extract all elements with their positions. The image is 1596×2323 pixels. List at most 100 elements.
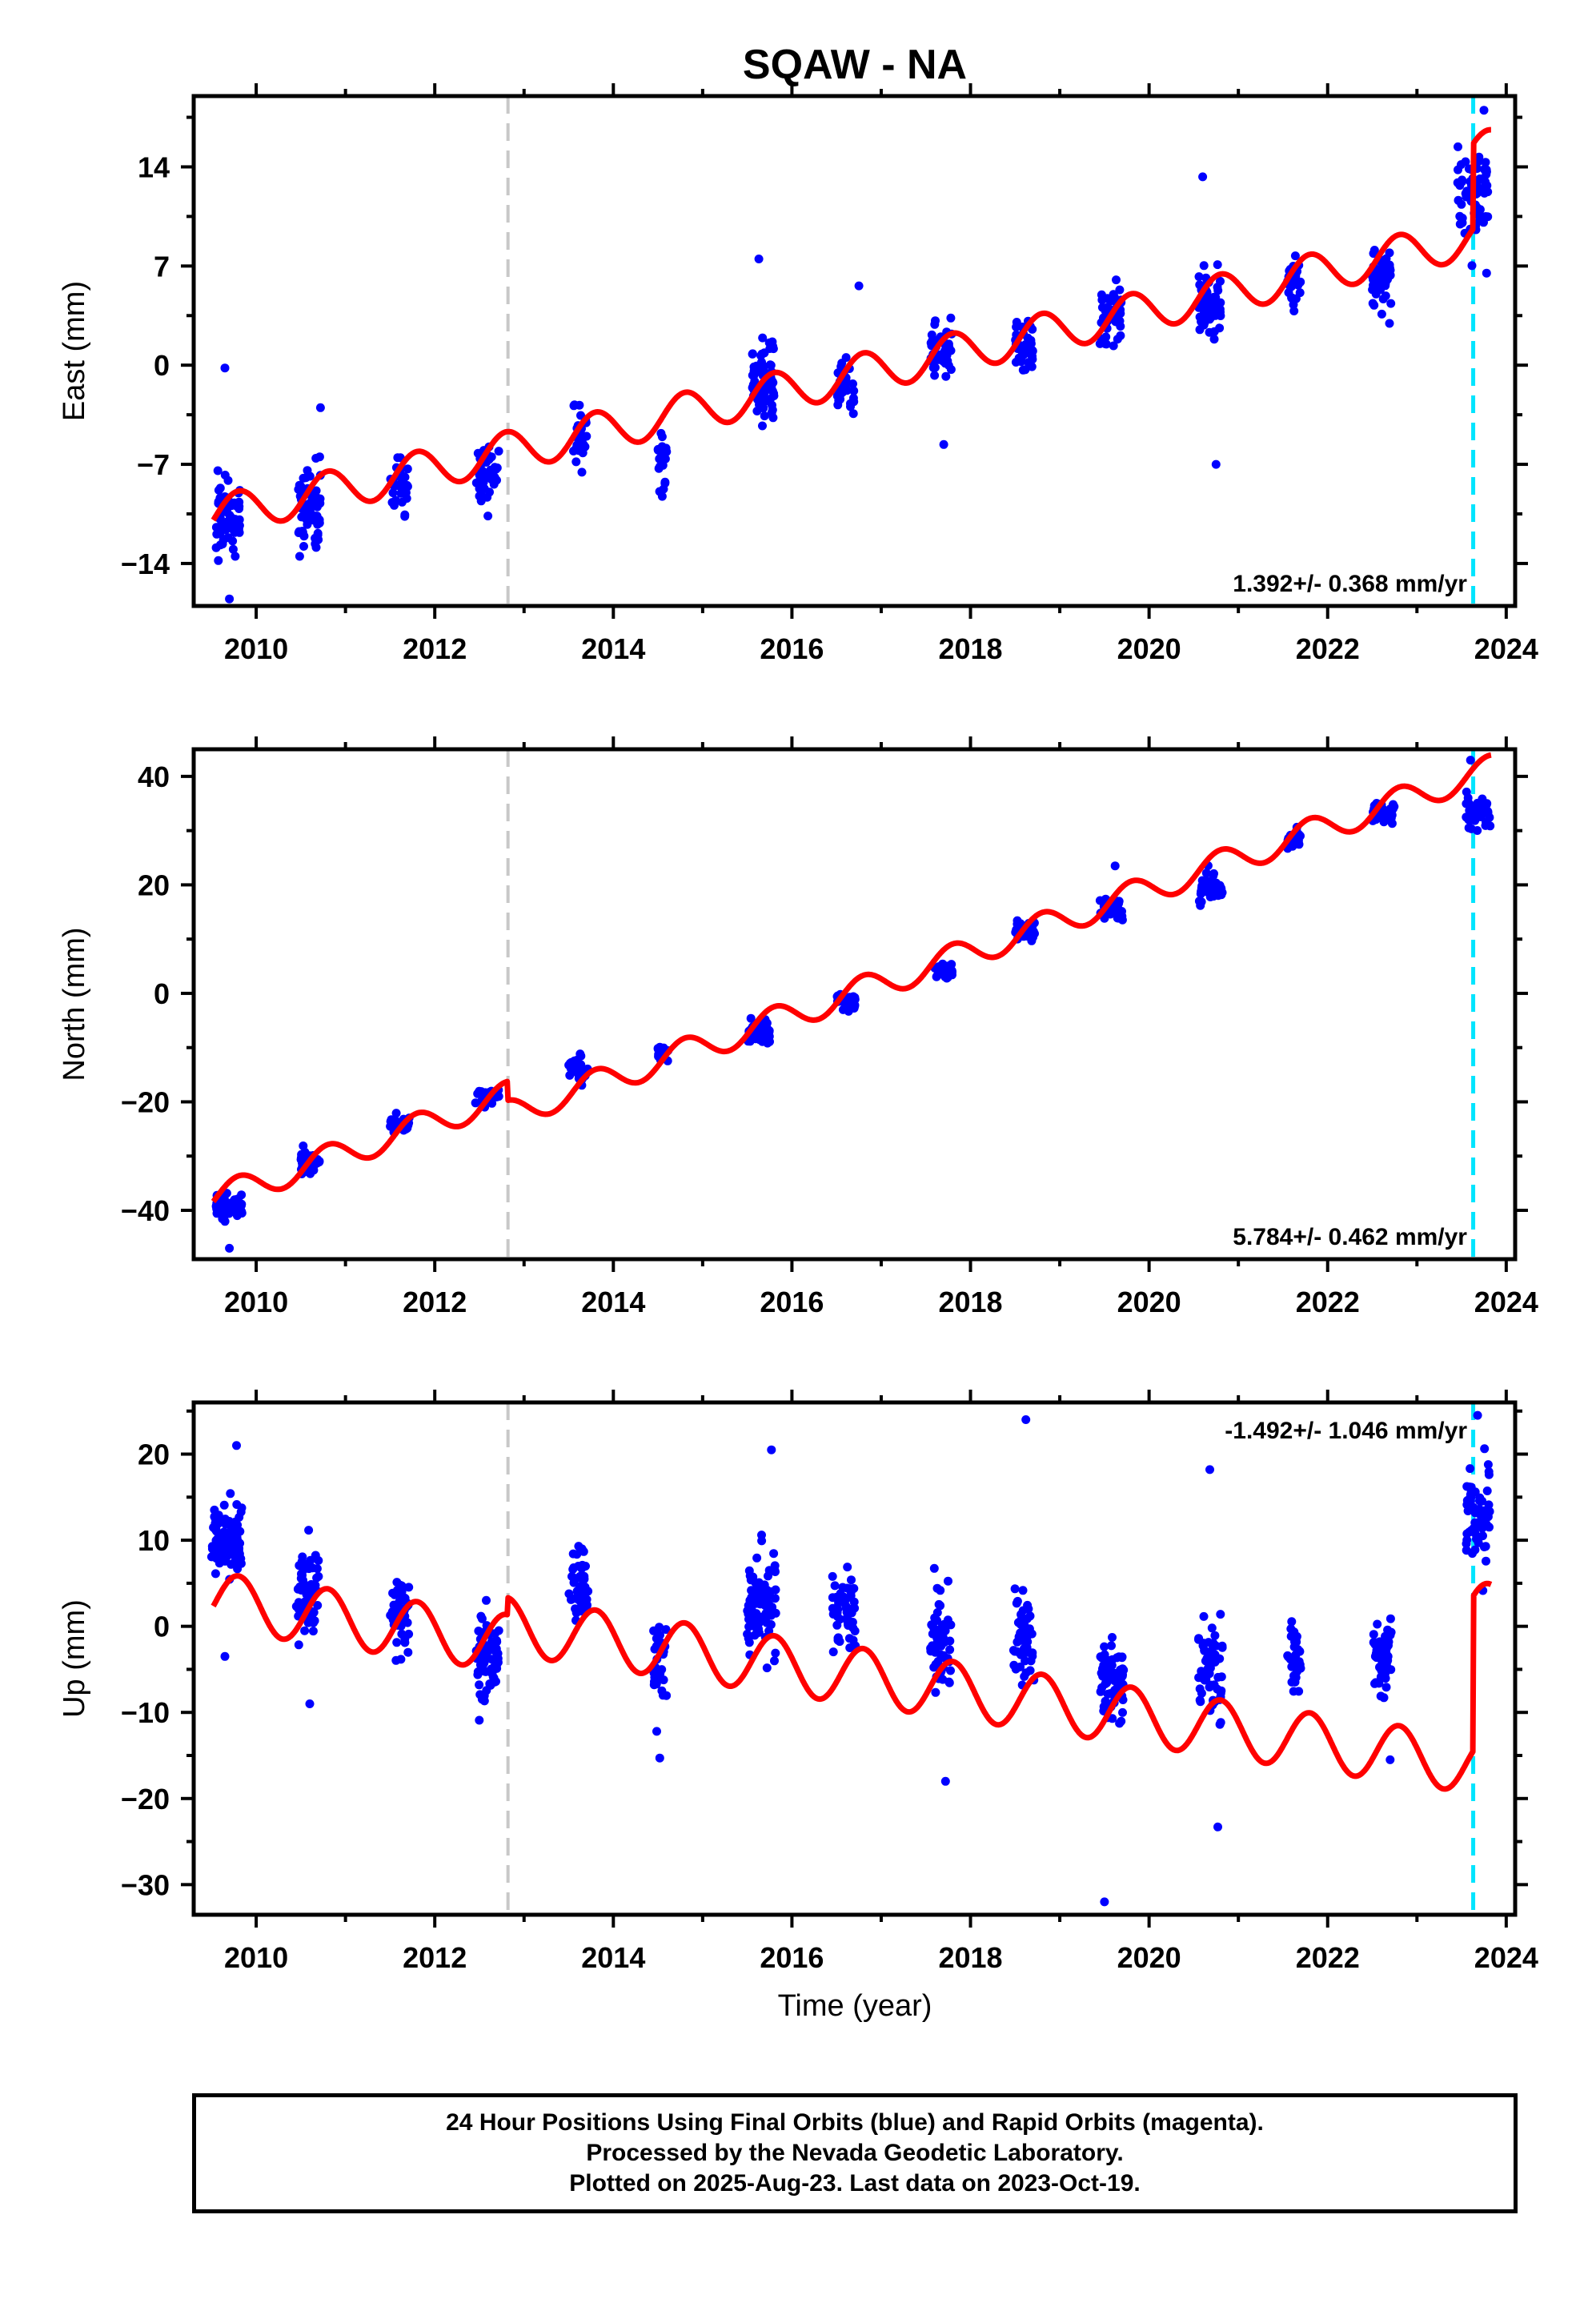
up-data-point <box>844 1621 853 1630</box>
up-outlier-point <box>1100 1897 1109 1907</box>
up-data-point <box>756 1587 765 1596</box>
up-data-point <box>743 1629 752 1639</box>
east-data-point <box>1205 303 1215 312</box>
north-data-point <box>391 1109 401 1118</box>
up-data-point <box>1025 1666 1035 1675</box>
up-data-point <box>298 1552 307 1562</box>
east-data-point <box>570 400 579 410</box>
up-data-point <box>1478 1531 1487 1541</box>
east-data-points <box>211 106 1493 604</box>
north-x-tick-label: 2014 <box>581 1286 645 1318</box>
east-data-point <box>1385 319 1394 328</box>
east-data-point <box>748 349 757 359</box>
east-data-point <box>479 483 488 493</box>
up-data-point <box>404 1583 414 1592</box>
east-data-point <box>660 479 670 488</box>
up-data-point <box>579 1575 589 1584</box>
up-data-point <box>944 1576 952 1586</box>
up-data-point <box>945 1645 955 1655</box>
up-data-point <box>650 1644 660 1654</box>
up-data-point <box>1207 1623 1217 1633</box>
up-data-point <box>1196 1697 1205 1707</box>
up-data-point <box>494 1626 503 1635</box>
up-outlier-point <box>232 1441 241 1450</box>
up-data-point <box>1025 1611 1035 1621</box>
north-data-point <box>938 965 948 974</box>
up-data-point <box>403 1647 413 1657</box>
east-data-point <box>1211 292 1221 302</box>
east-data-point <box>1369 300 1379 310</box>
up-data-point <box>929 1563 939 1573</box>
north-data-point <box>237 1199 247 1209</box>
up-data-point <box>1464 1503 1474 1511</box>
east-data-point <box>839 381 848 390</box>
east-data-point <box>485 454 495 463</box>
up-data-point <box>1118 1707 1127 1717</box>
east-data-point <box>1115 285 1125 295</box>
up-outlier-point <box>305 1699 315 1708</box>
up-data-point <box>1018 1606 1028 1615</box>
east-data-point <box>1377 263 1386 272</box>
up-data-point <box>233 1520 243 1530</box>
up-data-point <box>745 1595 755 1605</box>
north-data-point <box>1113 897 1123 907</box>
up-data-point <box>929 1663 939 1672</box>
up-x-tick-label: 2014 <box>581 1941 645 1974</box>
north-rate-label: 5.784+/- 0.462 mm/yr <box>1233 1224 1467 1250</box>
up-data-point <box>936 1635 945 1644</box>
east-data-point <box>928 363 938 372</box>
north-x-tick-label: 2020 <box>1117 1286 1181 1318</box>
east-data-point <box>230 498 239 508</box>
up-data-point <box>1197 1673 1207 1683</box>
up-x-tick-label: 2016 <box>760 1941 824 1974</box>
up-data-point <box>579 1581 588 1591</box>
east-data-point <box>1113 335 1122 344</box>
up-data-point <box>392 1586 402 1595</box>
up-x-tick-label: 2024 <box>1474 1941 1538 1974</box>
north-plot-frame <box>191 747 1518 1262</box>
east-data-point <box>476 496 486 506</box>
east-data-point <box>943 356 952 366</box>
east-data-point <box>653 444 663 454</box>
up-data-point <box>1381 1674 1390 1683</box>
up-y-tick-label: 0 <box>154 1611 170 1643</box>
north-x-tick-label: 2016 <box>760 1286 824 1318</box>
up-y-tick-label: 20 <box>138 1438 170 1471</box>
up-data-point <box>770 1566 780 1575</box>
up-data-point <box>764 1599 773 1608</box>
up-data-point <box>1217 1672 1226 1682</box>
up-data-point <box>475 1690 485 1699</box>
up-data-point <box>476 1611 486 1621</box>
up-data-point <box>1020 1671 1029 1681</box>
up-data-point <box>934 1599 944 1609</box>
up-data-point <box>1096 1652 1105 1662</box>
north-data-point <box>1208 887 1217 897</box>
east-outlier-point <box>1211 459 1221 469</box>
east-data-point <box>1369 249 1378 259</box>
up-data-point <box>231 1529 241 1539</box>
north-data-point <box>1381 812 1391 821</box>
east-data-point <box>216 526 225 536</box>
up-data-point <box>1474 1504 1484 1514</box>
up-data-point <box>489 1638 499 1647</box>
north-y-tick-label: 20 <box>138 869 170 901</box>
up-data-point <box>1115 1719 1125 1728</box>
east-data-point <box>401 488 411 497</box>
east-data-point <box>1381 291 1390 301</box>
north-x-tick-label: 2018 <box>938 1286 1002 1318</box>
up-data-point <box>225 1517 234 1526</box>
up-data-point <box>936 1650 945 1659</box>
up-data-point <box>1101 1675 1111 1685</box>
up-data-point <box>1483 1460 1493 1470</box>
north-y-axis-label: North (mm) <box>58 927 91 1081</box>
east-data-point <box>1377 309 1386 319</box>
east-data-point <box>766 360 776 370</box>
east-data-point <box>946 313 956 323</box>
east-data-point <box>848 393 858 403</box>
north-data-point <box>1294 832 1304 841</box>
east-outlier-point <box>1198 172 1208 182</box>
up-data-point <box>474 1627 483 1635</box>
north-data-point <box>1194 897 1204 906</box>
up-data-point <box>492 1663 502 1673</box>
up-rate-label: -1.492+/- 1.046 mm/yr <box>1225 1418 1467 1444</box>
